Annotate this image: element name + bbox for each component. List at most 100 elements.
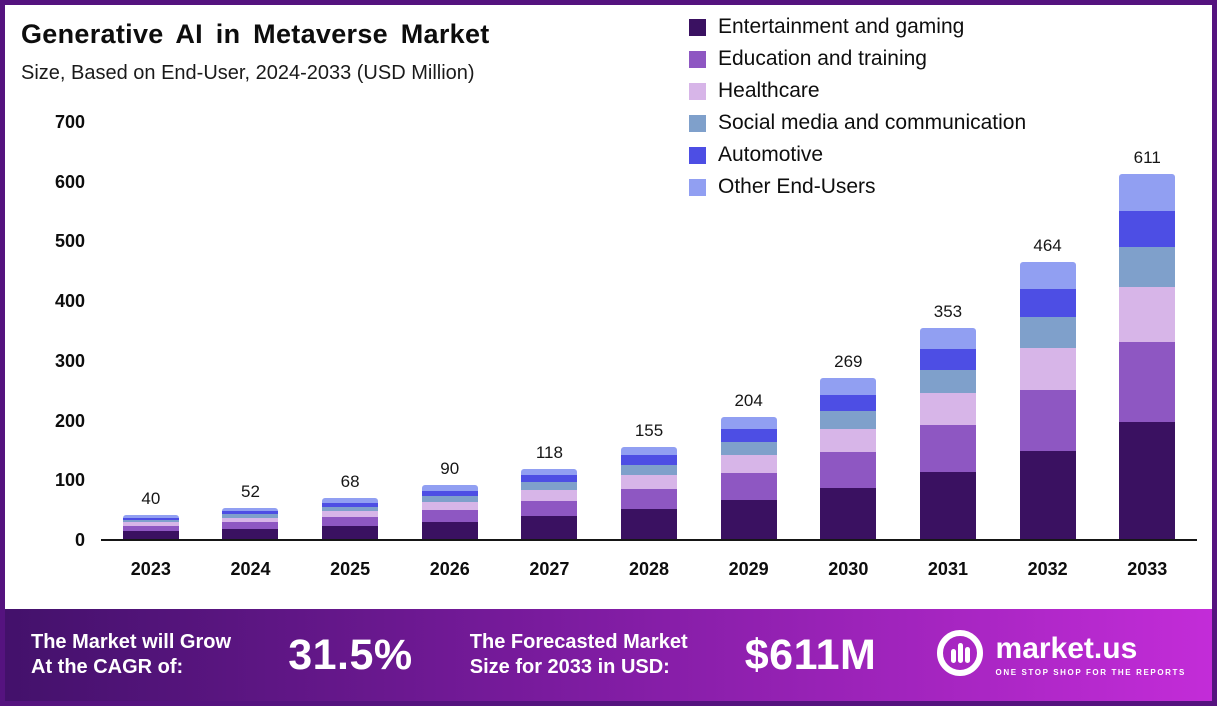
- bar-segment-entertainment-and-gaming: [720, 500, 777, 539]
- y-tick-label: 100: [54, 470, 85, 491]
- bar-segment-other-end-users: [720, 417, 777, 430]
- bar-group-2030: 269: [798, 123, 898, 539]
- forecast-value: $611M: [744, 630, 877, 679]
- bar-stack: [421, 485, 478, 539]
- brand-tagline: ONE STOP SHOP FOR THE REPORTS: [995, 667, 1186, 677]
- bar-group-2029: 204: [699, 123, 799, 539]
- bar-total-label: 68: [340, 472, 360, 492]
- x-tick-label: 2028: [629, 559, 670, 579]
- y-tick-label: 600: [54, 171, 85, 192]
- bar-stack: [521, 468, 578, 539]
- bar-stack: [621, 446, 678, 539]
- bar-segment-healthcare: [122, 522, 179, 526]
- y-tick-label: 500: [54, 231, 85, 252]
- bar-total-label: 269: [834, 352, 863, 372]
- bar-total-label: 155: [634, 420, 664, 440]
- bar-segment-other-end-users: [421, 485, 478, 491]
- bar-segment-other-end-users: [521, 468, 578, 476]
- bar-segment-entertainment-and-gaming: [1019, 450, 1076, 539]
- bar-segment-other-end-users: [222, 507, 279, 511]
- bar-segment-social-media-and-communication: [720, 441, 777, 455]
- x-tick-label: 2030: [828, 559, 869, 579]
- legend-item-other-end-users: Other End-Users: [689, 175, 1026, 199]
- bar-segment-social-media-and-communication: [1119, 247, 1176, 288]
- bar-group-2031: 353: [898, 123, 998, 539]
- footer-banner: The Market will Grow At the CAGR of: 31.…: [5, 609, 1212, 701]
- bar-segment-automotive: [122, 517, 179, 520]
- bar-segment-automotive: [1119, 210, 1176, 248]
- bar-segment-healthcare: [222, 517, 279, 523]
- bar-total-label: 204: [734, 391, 763, 411]
- bar-total-label: 353: [933, 302, 963, 322]
- bar-stack: [1119, 174, 1176, 539]
- x-tick-label: 2033: [1127, 559, 1168, 579]
- chart-title: Generative AI in Metaverse Market: [21, 19, 490, 49]
- forecast-label: The Forecasted Market Size for 2033 in U…: [470, 630, 688, 680]
- bar-total-label: 611: [1133, 148, 1161, 168]
- bar-segment-healthcare: [919, 393, 976, 425]
- bar-segment-automotive: [322, 502, 379, 507]
- x-tick-label: 2032: [1027, 559, 1068, 579]
- bar-segment-automotive: [919, 349, 976, 371]
- bar-segment-entertainment-and-gaming: [1119, 421, 1176, 539]
- x-tick-label: 2025: [330, 559, 371, 579]
- legend-swatch-social-media-and-communication: [689, 114, 706, 132]
- x-axis: 2023 2024 2025 2026 2027 2028 2029 2030 2031 2032…: [101, 549, 1197, 580]
- legend-label: Other End-Users: [718, 175, 876, 198]
- x-tick-label: 2024: [230, 559, 271, 579]
- bar-segment-entertainment-and-gaming: [820, 487, 877, 539]
- y-tick-label: 200: [54, 410, 85, 431]
- cagr-label-line2: At the CAGR of:: [31, 656, 184, 678]
- chart-subtitle: Size, Based on End-User, 2024-2033 (USD …: [21, 62, 475, 84]
- bar-group-2025: 68: [300, 123, 400, 539]
- y-axis: 0 100 200 300 400 500 600 700: [15, 112, 85, 550]
- bar-segment-education-and-training: [720, 473, 777, 501]
- x-tick-label: 2031: [927, 559, 968, 579]
- bar-segment-education-and-training: [919, 424, 976, 472]
- legend-item-education-and-training: Education and training: [689, 47, 1026, 71]
- brand: market.us ONE STOP SHOP FOR THE REPORTS: [934, 627, 1186, 684]
- bar-stack: [322, 498, 379, 539]
- bar-segment-social-media-and-communication: [521, 482, 578, 491]
- bar-segment-automotive: [720, 429, 777, 442]
- marketus-logo-icon: [934, 627, 986, 684]
- legend-label: Education and training: [718, 47, 927, 70]
- y-tick-label: 700: [54, 112, 85, 132]
- bar-group-2033: 611: [1097, 123, 1197, 539]
- bar-segment-entertainment-and-gaming: [122, 531, 179, 539]
- bar-segment-education-and-training: [122, 525, 179, 532]
- bar-segment-social-media-and-communication: [1019, 317, 1076, 348]
- legend-swatch-healthcare: [689, 82, 706, 100]
- bar-segment-automotive: [1019, 289, 1076, 318]
- bar-segment-automotive: [222, 510, 279, 514]
- x-tick-label: 2026: [429, 559, 470, 579]
- bar-group-2024: 52: [201, 123, 301, 539]
- bar-segment-entertainment-and-gaming: [222, 528, 279, 539]
- bar-segment-healthcare: [1019, 347, 1076, 390]
- legend-item-entertainment-and-gaming: Entertainment and gaming: [689, 15, 1026, 39]
- bar-segment-other-end-users: [1019, 261, 1076, 290]
- cagr-label-line1: The Market will Grow: [31, 631, 232, 653]
- bar-total-label: 118: [535, 442, 563, 462]
- legend-label: Healthcare: [718, 79, 820, 102]
- bar-segment-education-and-training: [1119, 341, 1176, 422]
- bar-total-label: 40: [141, 489, 161, 509]
- forecast-label-line1: The Forecasted Market: [469, 631, 688, 653]
- bar-segment-automotive: [521, 475, 578, 483]
- x-tick-label: 2029: [728, 559, 769, 579]
- y-tick-label: 400: [54, 291, 85, 312]
- bar-segment-social-media-and-communication: [820, 410, 877, 429]
- x-tick-label: 2027: [529, 559, 570, 579]
- legend-item-automotive: Automotive: [689, 143, 1026, 167]
- bar-segment-automotive: [820, 394, 877, 411]
- bar-segment-education-and-training: [521, 500, 578, 517]
- y-tick-label: 300: [54, 350, 85, 371]
- bar-group-2027: 118: [500, 123, 600, 539]
- bar-segment-entertainment-and-gaming: [919, 471, 976, 539]
- bar-segment-social-media-and-communication: [421, 496, 478, 502]
- bar-segment-entertainment-and-gaming: [621, 509, 678, 539]
- bar-stack: [820, 378, 877, 539]
- bar-group-2028: 155: [599, 123, 699, 539]
- bar-stack: [720, 417, 777, 539]
- bar-segment-entertainment-and-gaming: [521, 516, 578, 539]
